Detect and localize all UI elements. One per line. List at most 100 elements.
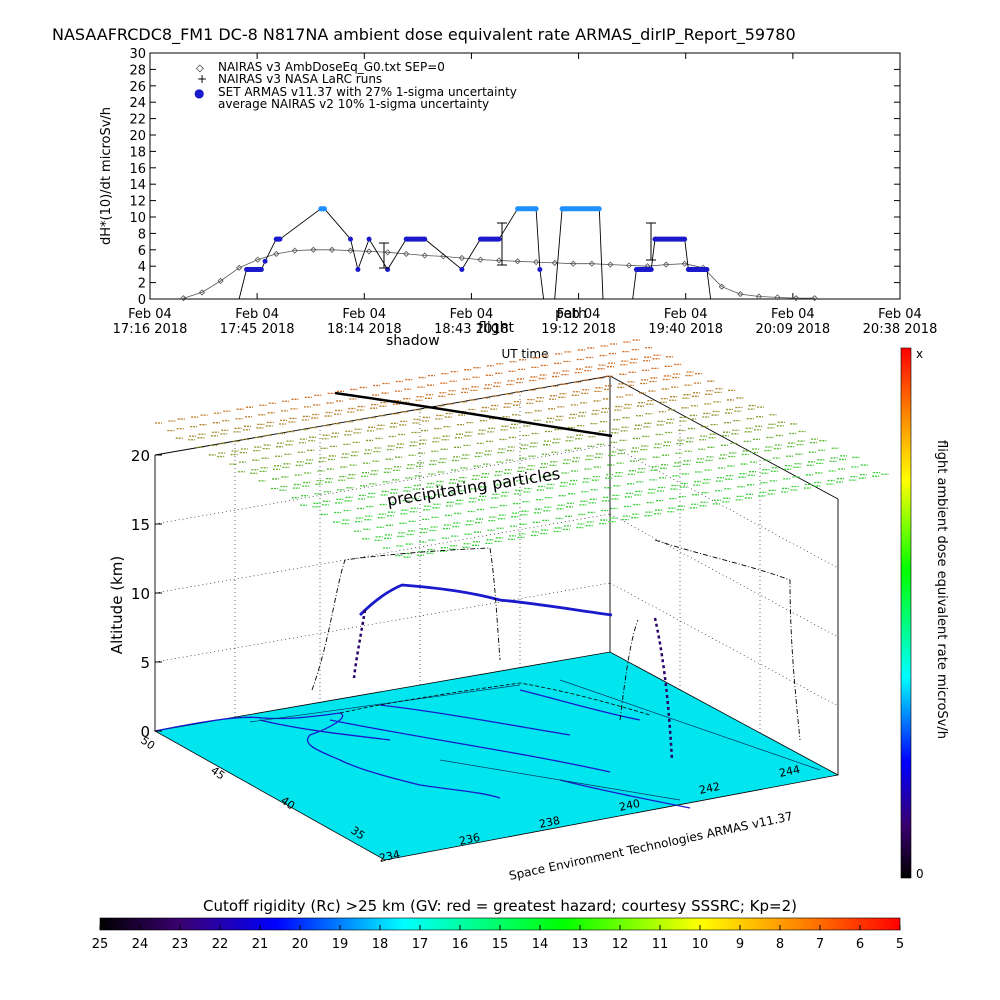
y-tick-label: 12	[129, 195, 146, 210]
road-1	[329, 719, 611, 773]
point-nairas-v3	[384, 249, 391, 256]
point-nairas-v3	[514, 258, 521, 265]
bottom-colorbar: Cutoff rigidity (Rc) >25 km (GV: red = g…	[92, 897, 904, 952]
grid-lines	[154, 392, 839, 733]
altitude-tick-label: 0	[140, 723, 150, 741]
longitude-ticks: 234 236 238 240 242 244	[378, 763, 801, 865]
point-armas	[533, 206, 539, 212]
series-layer	[180, 206, 818, 302]
y-tick-label: 16	[129, 162, 146, 177]
grid-z10-right	[609, 513, 839, 638]
coastline-and-roads	[154, 689, 691, 809]
error-bar-1	[497, 222, 507, 266]
y-tick-label: 2	[138, 277, 146, 292]
precipitating-particles-field	[155, 339, 889, 558]
point-nairas-v3	[458, 254, 465, 262]
point-nairas-v3	[347, 247, 354, 254]
altitude-ticks: 0 5 10 15 20	[131, 447, 162, 741]
y-tick-label: 24	[129, 96, 146, 111]
flight-track-altitude	[359, 583, 613, 617]
y-axis-label: dH*(10)/dt microSv/h	[99, 107, 114, 245]
flight-track-descent	[653, 617, 674, 761]
point-nairas-v3	[421, 252, 428, 259]
flight-track-ascent	[352, 609, 367, 679]
altitude-tick-label: 5	[140, 654, 150, 672]
y-tick-label: 14	[129, 178, 146, 193]
grid-z5-left	[154, 582, 611, 663]
plot-frame	[149, 52, 901, 300]
point-armas	[273, 236, 279, 242]
bottom-colorbar-label: Cutoff rigidity (Rc) >25 km (GV: red = g…	[203, 897, 797, 915]
point-nairas-v3	[328, 246, 335, 253]
y-tick-label: 10	[129, 211, 146, 226]
y-tick-label: 30	[129, 47, 146, 62]
point-nairas-v3	[477, 256, 484, 263]
colorbar-tick-label: 21	[252, 937, 269, 952]
colorbar-tick-label: 16	[452, 937, 469, 952]
point-nairas-v3	[625, 262, 633, 269]
legend: ◇ NAIRAS v3 AmbDoseEq_G0.txt SEP=0 + NAI…	[194, 60, 517, 111]
coastline	[154, 712, 501, 799]
y-tick-label: 6	[138, 244, 146, 259]
legend-text-armas: SET ARMAS v11.37 with 27% 1-sigma uncert…	[218, 85, 517, 99]
point-armas	[685, 266, 691, 272]
colorbar-tick-label: 24	[132, 937, 149, 952]
point-nairas-v3	[774, 294, 781, 301]
altitude-tick-label: 15	[131, 516, 150, 534]
annotation-flight: flight	[478, 320, 514, 336]
y-tick-label: 26	[129, 80, 146, 95]
colorbar-tick-label: 15	[492, 937, 509, 952]
point-nairas-v3	[663, 261, 670, 268]
legend-symbol-armas: ●	[194, 86, 204, 100]
point-nairas-v3	[588, 260, 595, 267]
y-tick-label: 22	[129, 113, 146, 128]
x-tick-date: Feb 04	[664, 307, 708, 322]
error-bar-2	[646, 222, 656, 261]
point-armas	[596, 206, 602, 212]
point-nairas-v3	[495, 257, 503, 264]
x-tick-time: 18:14 2018	[327, 322, 402, 337]
x-tick-date: Feb 04	[128, 307, 172, 322]
point-nairas-v3	[180, 295, 187, 302]
road-4	[259, 719, 391, 741]
y-tick-label: 18	[129, 145, 146, 160]
y-tick-label: 28	[129, 63, 146, 78]
road-2	[379, 704, 571, 736]
legend-symbol-nairas-v3: ◇	[196, 63, 204, 74]
point-armas	[477, 236, 483, 242]
grid-z15-right	[609, 444, 839, 569]
point-nairas-v3	[217, 277, 224, 285]
point-armas	[496, 236, 502, 242]
colorbar-tick-label: 8	[776, 937, 784, 952]
flight-track-ground	[339, 682, 651, 716]
point-armas	[403, 236, 409, 242]
point-nairas-v3	[254, 256, 261, 263]
point-armas	[244, 266, 250, 272]
colorbar-tick-label: 22	[212, 937, 229, 952]
x-axis-label: UT time	[501, 347, 548, 361]
point-armas	[704, 266, 710, 272]
point-nairas-v3	[570, 260, 577, 267]
y-tick-label: 0	[138, 293, 146, 308]
point-nairas-v3	[792, 295, 800, 302]
point-nairas-v3	[737, 291, 744, 298]
longitude-tick-label: 240	[618, 797, 641, 814]
point-armas	[262, 258, 268, 264]
colorbar-tick-label: 13	[572, 937, 589, 952]
wall-projection-left	[311, 547, 501, 691]
point-nairas-v3	[681, 260, 688, 267]
grid-z15-left	[154, 444, 611, 525]
flight-track	[311, 391, 801, 761]
colorbar-tick-label: 20	[292, 937, 309, 952]
point-armas	[648, 266, 654, 272]
point-nairas-v3	[718, 283, 725, 290]
point-nairas-v3	[273, 250, 280, 257]
colorbar-tick-label: 6	[856, 937, 864, 952]
colorbar-tick-label: 9	[736, 937, 744, 952]
point-nairas-v3	[551, 259, 558, 266]
point-armas	[322, 206, 328, 212]
